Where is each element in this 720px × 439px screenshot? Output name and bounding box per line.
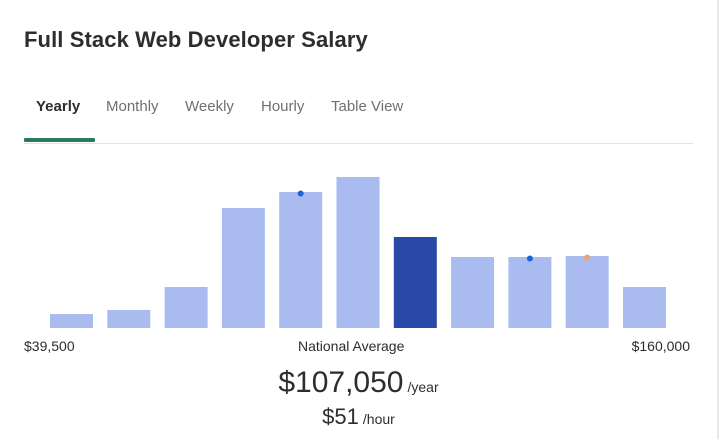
histogram-bar — [107, 310, 151, 328]
average-yearly-unit: /year — [407, 379, 439, 395]
average-yearly: $107,050/year — [0, 366, 717, 400]
histogram-bar — [623, 287, 666, 328]
bar-marker-dot — [297, 190, 304, 197]
active-tab-indicator — [24, 138, 95, 142]
tab-weekly[interactable]: Weekly — [185, 98, 234, 115]
bar-marker-dot — [584, 254, 591, 261]
histogram-bar — [279, 192, 323, 328]
salary-distribution-chart — [50, 177, 666, 328]
average-hourly-unit: /hour — [362, 411, 395, 427]
histogram-bar — [50, 314, 93, 328]
average-hourly: $51/hour — [0, 404, 717, 430]
histogram-bar — [336, 177, 380, 328]
range-max-label: $160,000 — [631, 338, 690, 354]
histogram-bar — [565, 256, 609, 328]
histogram-bar — [451, 257, 495, 328]
tab-table-view[interactable]: Table View — [331, 98, 404, 115]
period-tabs: Yearly Monthly Weekly Hourly Table View — [24, 92, 693, 144]
average-hourly-value: $51 — [322, 404, 359, 429]
range-min-label: $39,500 — [24, 338, 75, 354]
bar-marker-dot — [526, 255, 533, 262]
national-average-bar — [393, 237, 437, 328]
tab-hourly[interactable]: Hourly — [261, 98, 305, 115]
page-title: Full Stack Web Developer Salary — [24, 27, 368, 52]
histogram-bar — [508, 257, 552, 328]
tab-monthly[interactable]: Monthly — [106, 98, 159, 115]
tab-yearly[interactable]: Yearly — [36, 98, 81, 115]
national-average-label: National Average — [298, 338, 405, 354]
histogram-bar — [221, 208, 265, 328]
histogram-bar — [164, 287, 208, 328]
average-yearly-value: $107,050 — [278, 366, 404, 399]
